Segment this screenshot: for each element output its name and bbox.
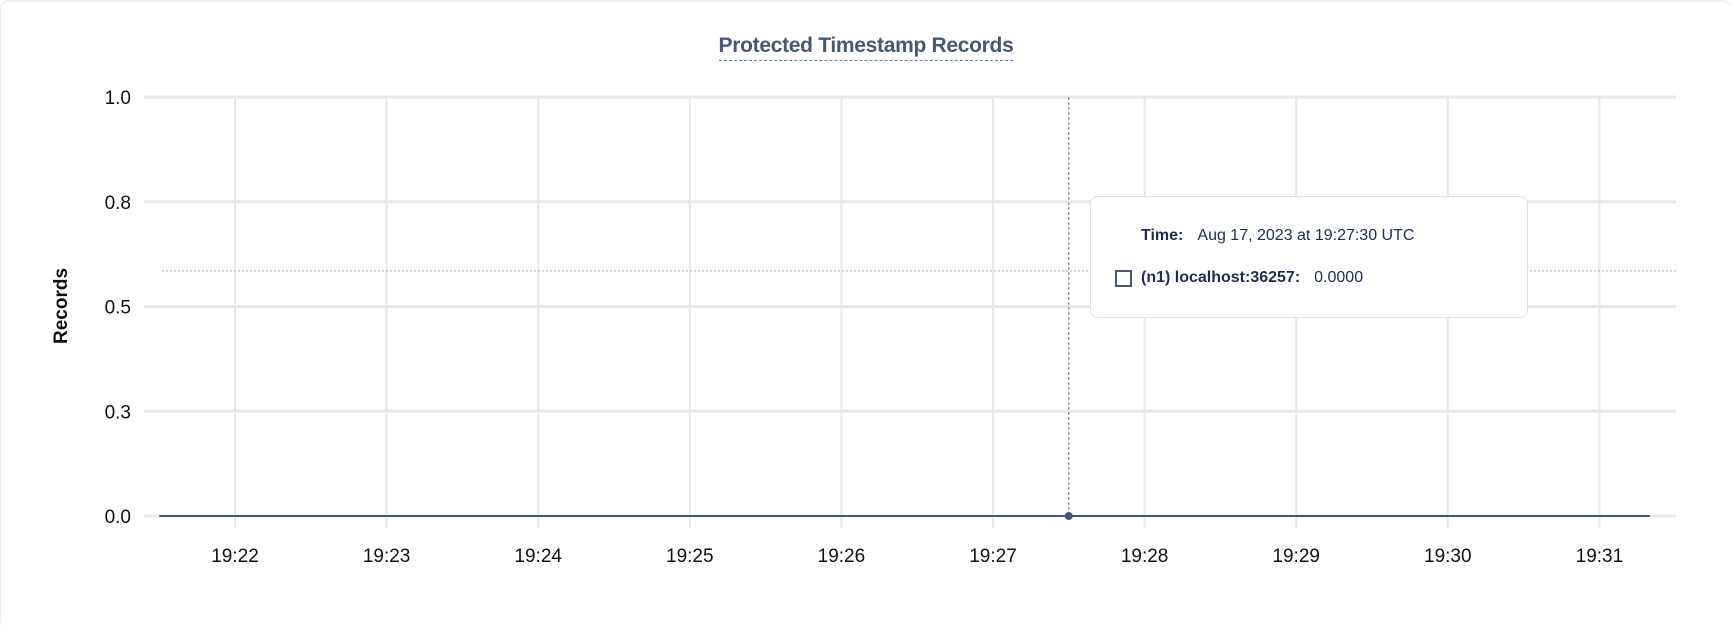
x-tick-label: 19:30 <box>1424 546 1472 567</box>
hover-point <box>1064 512 1073 520</box>
y-tick-label: 0.0 <box>105 507 131 528</box>
chart-title[interactable]: Protected Timestamp Records <box>718 34 1014 61</box>
tooltip-series-value: 0.0000 <box>1314 269 1364 286</box>
x-tick-label: 19:22 <box>211 546 259 567</box>
x-tick-label: 19:23 <box>363 546 411 567</box>
x-tick-label: 19:28 <box>1121 546 1169 567</box>
x-tick-label: 19:25 <box>666 546 714 567</box>
y-tick-label: 0.5 <box>105 298 131 319</box>
y-tick-label: 0.3 <box>105 402 131 423</box>
chart-title-wrap: Protected Timestamp Records <box>0 34 1732 61</box>
x-tick-label: 19:26 <box>818 546 866 567</box>
y-tick-label: 0.8 <box>105 193 131 214</box>
tooltip-series-label: (n1) localhost:36257: <box>1141 269 1301 286</box>
tooltip-time-value: Aug 17, 2023 at 19:27:30 UTC <box>1197 227 1415 244</box>
y-tick-label: 1.0 <box>105 88 131 109</box>
x-tick-label: 19:24 <box>514 546 562 567</box>
series-swatch-icon <box>1115 269 1132 287</box>
tooltip-time: Time: Aug 17, 2023 at 19:27:30 UTC <box>1141 227 1414 245</box>
hover-tooltip: Time: Aug 17, 2023 at 19:27:30 UTC (n1) l… <box>1090 196 1528 318</box>
x-tick-label: 19:29 <box>1272 546 1320 567</box>
tooltip-series-row: (n1) localhost:36257: 0.0000 <box>1115 269 1363 287</box>
x-tick-label: 19:31 <box>1576 546 1624 567</box>
y-axis-label: Records <box>51 268 72 344</box>
x-tick-label: 19:27 <box>969 546 1017 567</box>
tooltip-time-label: Time: <box>1141 227 1184 244</box>
